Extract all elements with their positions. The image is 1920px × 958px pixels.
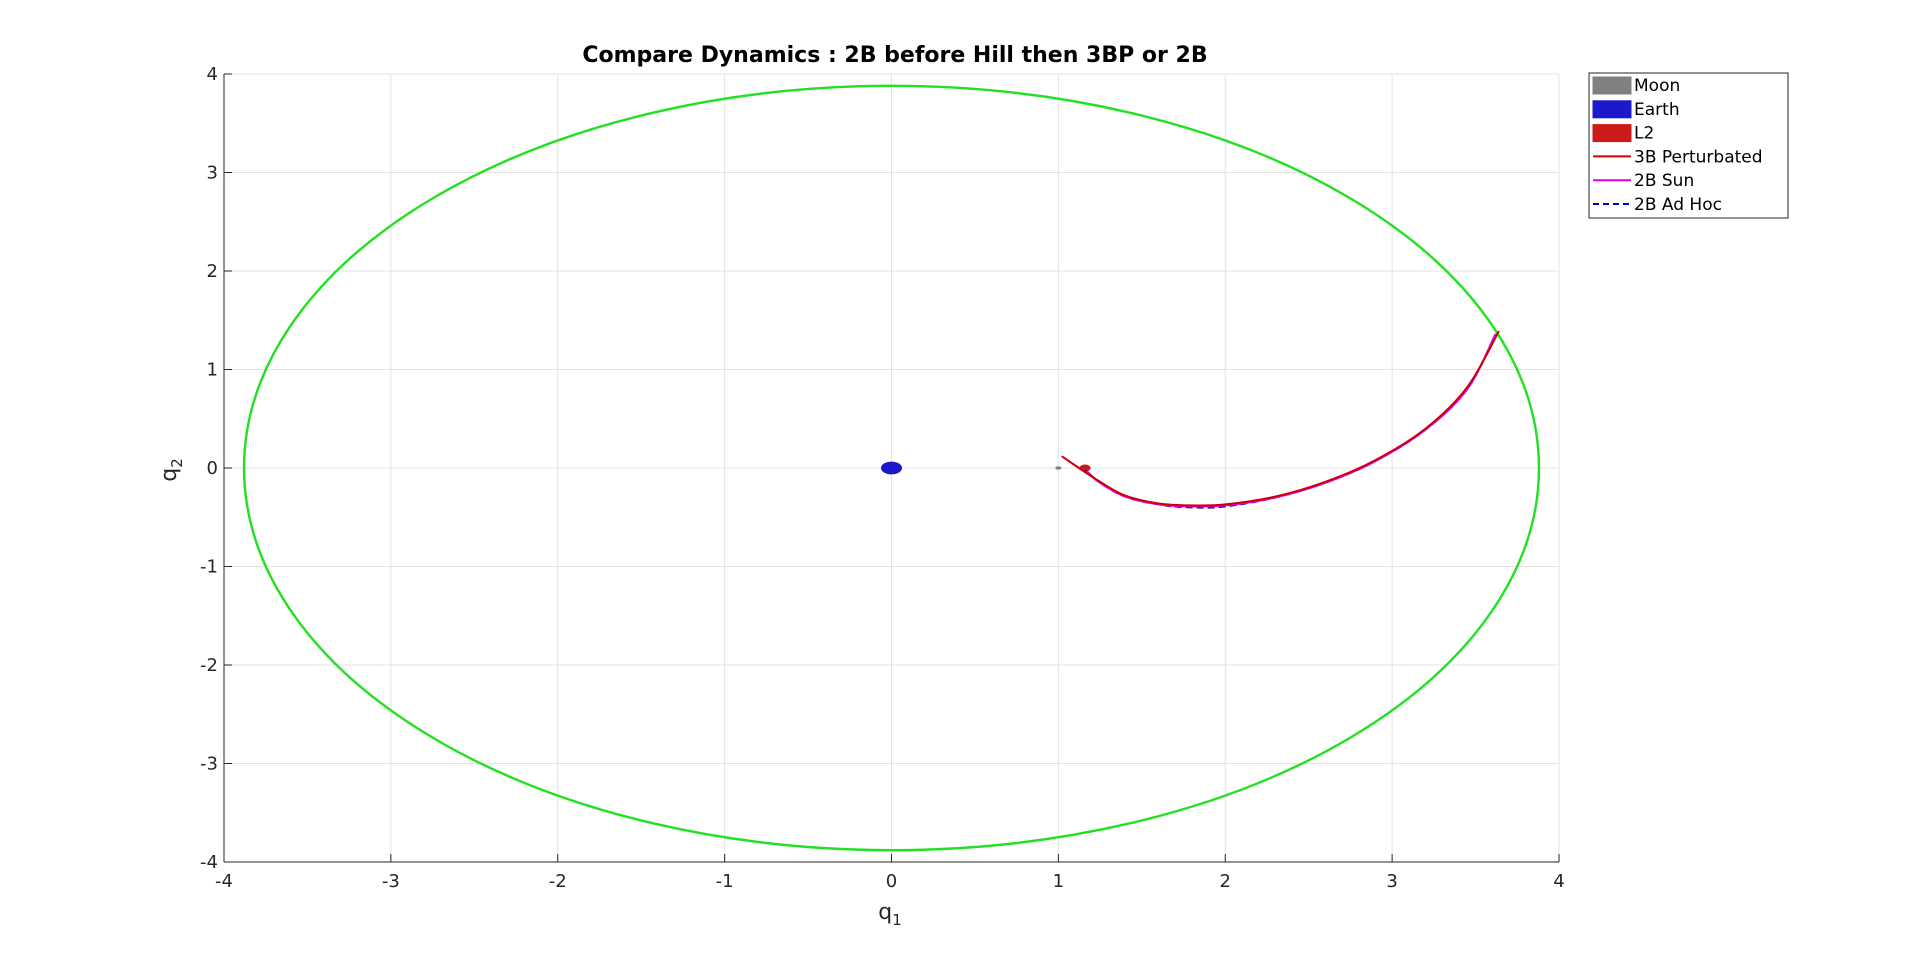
moon-marker xyxy=(1055,466,1062,470)
x-tick-label-5: 1 xyxy=(1053,871,1064,892)
legend-label-2b-ad-hoc: 2B Ad Hoc xyxy=(1634,195,1722,215)
y-tick-label-2: -2 xyxy=(200,655,218,676)
legend-label-moon: Moon xyxy=(1634,76,1680,96)
y-axis-label-main: q xyxy=(157,468,182,482)
earth-marker xyxy=(880,461,903,475)
legend-swatch-earth xyxy=(1592,100,1632,119)
y-tick-label-4: 0 xyxy=(207,458,218,479)
x-axis-label-subscript: 1 xyxy=(892,911,902,929)
legend-swatch-moon xyxy=(1592,76,1632,95)
legend-box xyxy=(1588,72,1789,219)
y-axis-label: q2 xyxy=(157,458,186,482)
legend-swatch-l2 xyxy=(1592,124,1632,143)
x-tick-label-8: 4 xyxy=(1553,871,1564,892)
legend-label-2b-sun: 2B Sun xyxy=(1634,171,1694,191)
x-tick-label-0: -4 xyxy=(215,871,233,892)
y-tick-label-7: 3 xyxy=(207,163,218,184)
x-tick-label-2: -2 xyxy=(549,871,567,892)
axes: -4 -3 -2 -1 0 1 2 3 4 -4 -3 -2 -1 0 1 2 3 4 xyxy=(200,64,1565,892)
x-tick-label-6: 2 xyxy=(1220,871,1231,892)
x-axis-label: q1 xyxy=(878,900,902,929)
y-tick-label-3: -1 xyxy=(200,557,218,578)
x-axis-label-main: q xyxy=(878,900,892,925)
x-tick-label-4: 0 xyxy=(886,871,897,892)
x-tick-label-1: -3 xyxy=(382,871,400,892)
y-tick-label-8: 4 xyxy=(207,64,218,85)
y-tick-label-5: 1 xyxy=(207,360,218,381)
y-tick-label-1: -3 xyxy=(200,754,218,775)
plot-area xyxy=(242,84,1541,852)
x-tick-label-3: -1 xyxy=(716,871,734,892)
y-axis-label-subscript: 2 xyxy=(168,458,186,468)
legend: Moon Earth L2 3B Perturbated 2B Sun 2B Ad Hoc xyxy=(1588,72,1789,219)
hill-sphere-circle xyxy=(242,84,1541,852)
legend-label-3b-perturbated: 3B Perturbated xyxy=(1634,147,1763,167)
y-tick-label-0: -4 xyxy=(200,852,218,873)
x-tick-label-7: 3 xyxy=(1386,871,1397,892)
legend-label-earth: Earth xyxy=(1634,100,1680,120)
chart-title: Compare Dynamics : 2B before Hill then 3… xyxy=(582,43,1207,68)
y-tick-label-6: 2 xyxy=(207,261,218,282)
series-line-3b-perturbated xyxy=(1061,330,1500,507)
legend-label-l2: L2 xyxy=(1634,124,1654,144)
